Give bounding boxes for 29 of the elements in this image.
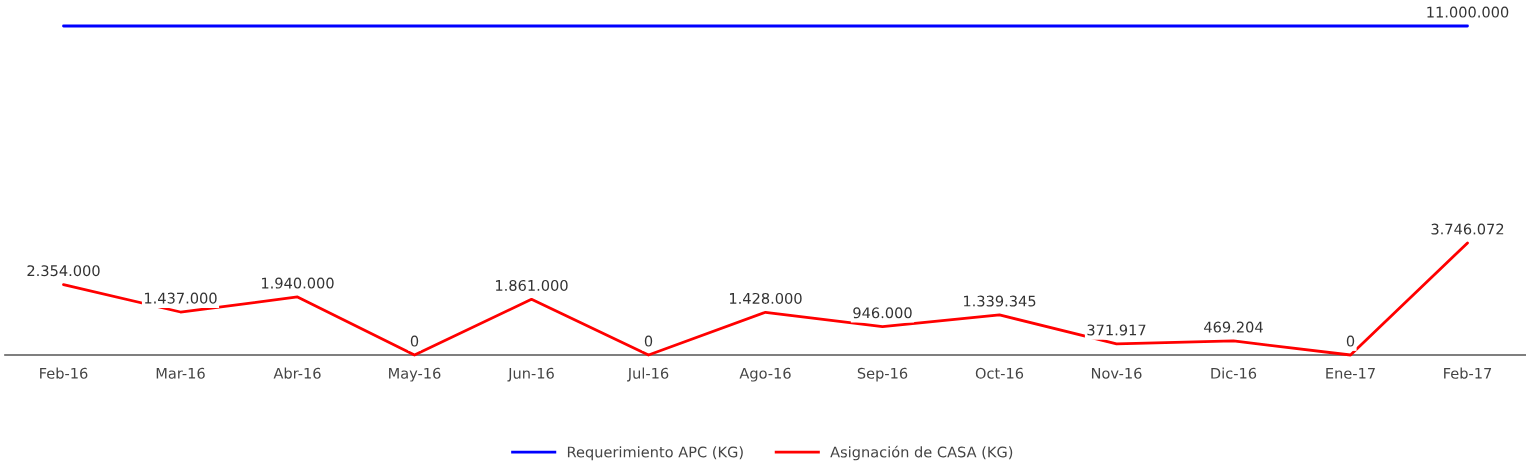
x-tick-label: Dic-16 — [1211, 367, 1257, 379]
data-label: 1.940.000 — [261, 277, 334, 289]
legend-label: Asignación de CASA (KG) — [830, 445, 1013, 461]
x-tick-label: Jun-16 — [507, 367, 554, 382]
x-tick-label: Ago-16 — [739, 367, 791, 382]
x-tick-label: Oct-16 — [975, 367, 1024, 379]
legend-label: Requerimiento APC (KG) — [567, 446, 743, 461]
data-label: 946.000 — [853, 307, 912, 319]
data-label: 0 — [410, 335, 419, 347]
x-tick-label: Abr-16 — [273, 367, 321, 379]
data-label: 0 — [644, 335, 653, 347]
x-tick-label: May-16 — [389, 367, 441, 382]
data-label: 371.917 — [1087, 324, 1146, 336]
x-tick-label: Nov-16 — [1091, 367, 1142, 379]
x-tick-label: Sep-16 — [857, 367, 908, 382]
x-tick-label: Feb-17 — [1444, 367, 1492, 379]
x-tick-label: Feb-16 — [40, 367, 88, 379]
x-tick-label: Ene-17 — [1326, 367, 1375, 379]
data-label: 1.428.000 — [729, 292, 802, 304]
data-label: 1.437.000 — [144, 292, 217, 304]
data-label: 3.746.072 — [1431, 223, 1504, 235]
data-label: 2.354.000 — [27, 265, 100, 277]
data-label: 1.339.345 — [963, 295, 1036, 307]
data-label: 0 — [1346, 335, 1355, 347]
data-label: 1.861.000 — [495, 279, 568, 291]
x-tick-label: Jul-16 — [627, 367, 669, 382]
x-tick-label: Mar-16 — [156, 367, 205, 379]
data-label: 469.204 — [1204, 321, 1263, 333]
data-label: 11.000.000 — [1427, 6, 1509, 18]
